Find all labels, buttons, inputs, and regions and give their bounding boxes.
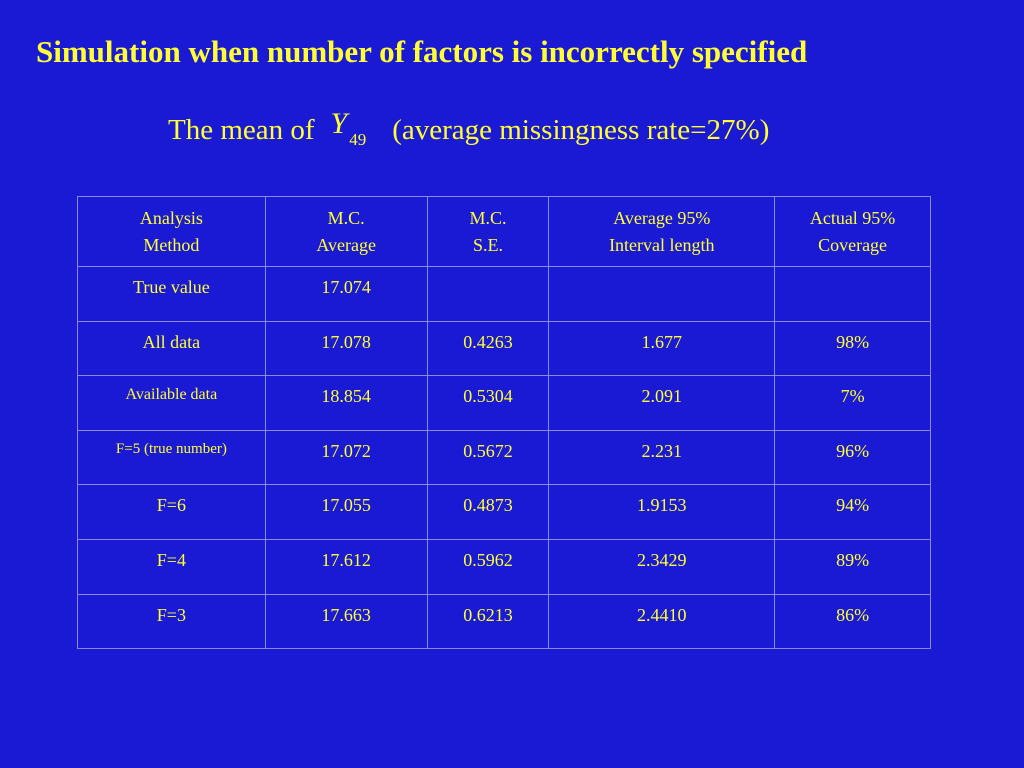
header-line: Average (316, 235, 376, 255)
cell-coverage: 98% (774, 320, 931, 377)
cell-coverage: 7% (774, 375, 931, 431)
table-row: Available data 18.854 0.5304 2.091 7% (77, 375, 931, 431)
cell-method: Available data (77, 375, 266, 431)
cell-interval: 1.9153 (548, 484, 776, 540)
math-symbol: Y (330, 107, 348, 140)
cell-se: 0.5672 (426, 429, 550, 486)
table-row: F=4 17.612 0.5962 2.3429 89% (77, 538, 931, 595)
cell-se: 0.6213 (426, 593, 550, 650)
table-row: F=3 17.663 0.6213 2.4410 86% (77, 593, 931, 650)
cell-coverage (774, 266, 931, 322)
slide-title: Simulation when number of factors is inc… (36, 34, 808, 69)
cell-average: 17.663 (264, 593, 428, 650)
cell-interval (548, 266, 776, 322)
cell-se: 0.5962 (426, 538, 550, 595)
header-line: M.C. (469, 208, 507, 228)
math-variable: Y 49 (331, 104, 367, 160)
cell-average: 18.854 (264, 375, 428, 431)
cell-average: 17.055 (264, 484, 428, 540)
cell-average: 17.072 (264, 429, 428, 486)
cell-interval: 2.4410 (548, 593, 776, 650)
cell-method: F=6 (77, 484, 266, 540)
cell-method: F=3 (77, 593, 266, 650)
cell-method: F=5 (true number) (77, 429, 266, 486)
cell-method: True value (77, 266, 266, 322)
subtitle-suffix: (average missingness rate=27%) (392, 114, 770, 146)
header-line: Average 95% (613, 208, 711, 228)
header-interval-length: Average 95% Interval length (548, 196, 776, 267)
header-mc-average: M.C. Average (264, 196, 428, 267)
header-analysis-method: Analysis Method (77, 196, 266, 267)
cell-interval: 2.091 (548, 375, 776, 431)
cell-average: 17.074 (264, 266, 428, 322)
cell-method: All data (77, 320, 266, 377)
math-subscript: 49 (349, 130, 367, 149)
cell-average: 17.078 (264, 320, 428, 377)
header-line: S.E. (473, 235, 504, 255)
header-line: Interval length (609, 235, 715, 255)
cell-se (426, 266, 550, 322)
header-line: Method (143, 235, 200, 255)
table-row: F=6 17.055 0.4873 1.9153 94% (77, 484, 931, 540)
cell-interval: 2.3429 (548, 538, 776, 595)
header-line: Coverage (818, 235, 888, 255)
cell-coverage: 86% (774, 593, 931, 650)
cell-coverage: 96% (774, 429, 931, 486)
slide-subtitle: The mean of Y 49 (average missingness rate=… (168, 107, 770, 166)
cell-se: 0.4263 (426, 320, 550, 377)
cell-coverage: 94% (774, 484, 931, 540)
table-row: All data 17.078 0.4263 1.677 98% (77, 320, 931, 377)
cell-se: 0.4873 (426, 484, 550, 540)
table-row: True value 17.074 (77, 266, 931, 322)
subtitle-prefix: The mean of (168, 114, 315, 146)
table-row: F=5 (true number) 17.072 0.5672 2.231 96… (77, 429, 931, 486)
header-line: Analysis (139, 208, 203, 228)
header-coverage: Actual 95% Coverage (774, 196, 931, 267)
header-line: M.C. (327, 208, 365, 228)
header-mc-se: M.C. S.E. (426, 196, 550, 267)
header-row: Analysis Method M.C. Average M.C. S.E. Aver… (77, 196, 931, 267)
header-line: Actual 95% (809, 208, 896, 228)
cell-coverage: 89% (774, 538, 931, 595)
results-table: Analysis Method M.C. Average M.C. S.E. Aver… (77, 196, 931, 650)
cell-interval: 2.231 (548, 429, 776, 486)
cell-average: 17.612 (264, 538, 428, 595)
cell-interval: 1.677 (548, 320, 776, 377)
cell-se: 0.5304 (426, 375, 550, 431)
cell-method: F=4 (77, 538, 266, 595)
